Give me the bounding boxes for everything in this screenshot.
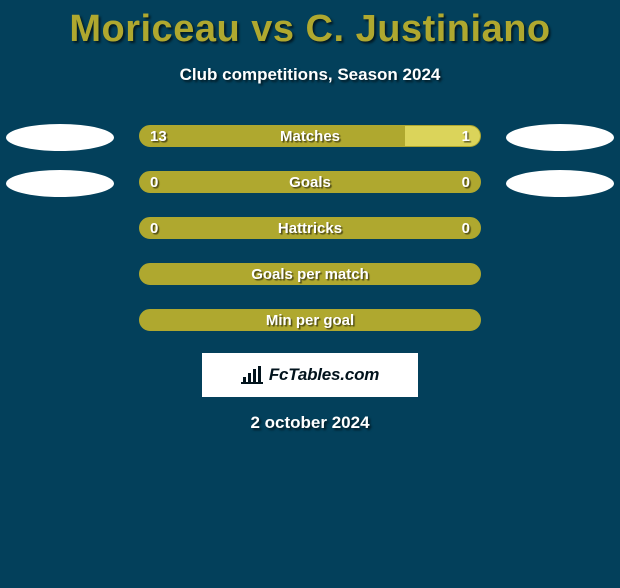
bar-left-seg bbox=[140, 264, 480, 284]
comparison-rows: 13 Matches 1 0 Goals 0 0 Hattricks 0 bbox=[0, 123, 620, 337]
bar-left-seg bbox=[140, 310, 480, 330]
player-right-avatar bbox=[506, 124, 614, 151]
source-logo-text: FcTables.com bbox=[269, 365, 379, 385]
bar-left-seg bbox=[140, 218, 480, 238]
row-min-per-goal: Min per goal bbox=[0, 307, 620, 337]
player-left-avatar bbox=[6, 124, 114, 151]
bar-left-seg bbox=[140, 172, 480, 192]
player-left-avatar bbox=[6, 170, 114, 197]
bar-track: 0 Hattricks 0 bbox=[139, 217, 481, 239]
row-goals-per-match: Goals per match bbox=[0, 261, 620, 291]
bar-track: Goals per match bbox=[139, 263, 481, 285]
bar-track: Min per goal bbox=[139, 309, 481, 331]
bar-track: 13 Matches 1 bbox=[139, 125, 481, 147]
source-logo: FcTables.com bbox=[202, 353, 418, 397]
barchart-icon bbox=[241, 366, 263, 384]
row-goals: 0 Goals 0 bbox=[0, 169, 620, 199]
bar-track: 0 Goals 0 bbox=[139, 171, 481, 193]
bar-left-seg bbox=[140, 126, 405, 146]
generated-date: 2 october 2024 bbox=[0, 413, 620, 433]
page-title: Moriceau vs C. Justiniano bbox=[0, 8, 620, 51]
page-subtitle: Club competitions, Season 2024 bbox=[0, 65, 620, 85]
row-hattricks: 0 Hattricks 0 bbox=[0, 215, 620, 245]
bar-right-seg bbox=[405, 126, 480, 146]
row-matches: 13 Matches 1 bbox=[0, 123, 620, 153]
player-right-avatar bbox=[506, 170, 614, 197]
